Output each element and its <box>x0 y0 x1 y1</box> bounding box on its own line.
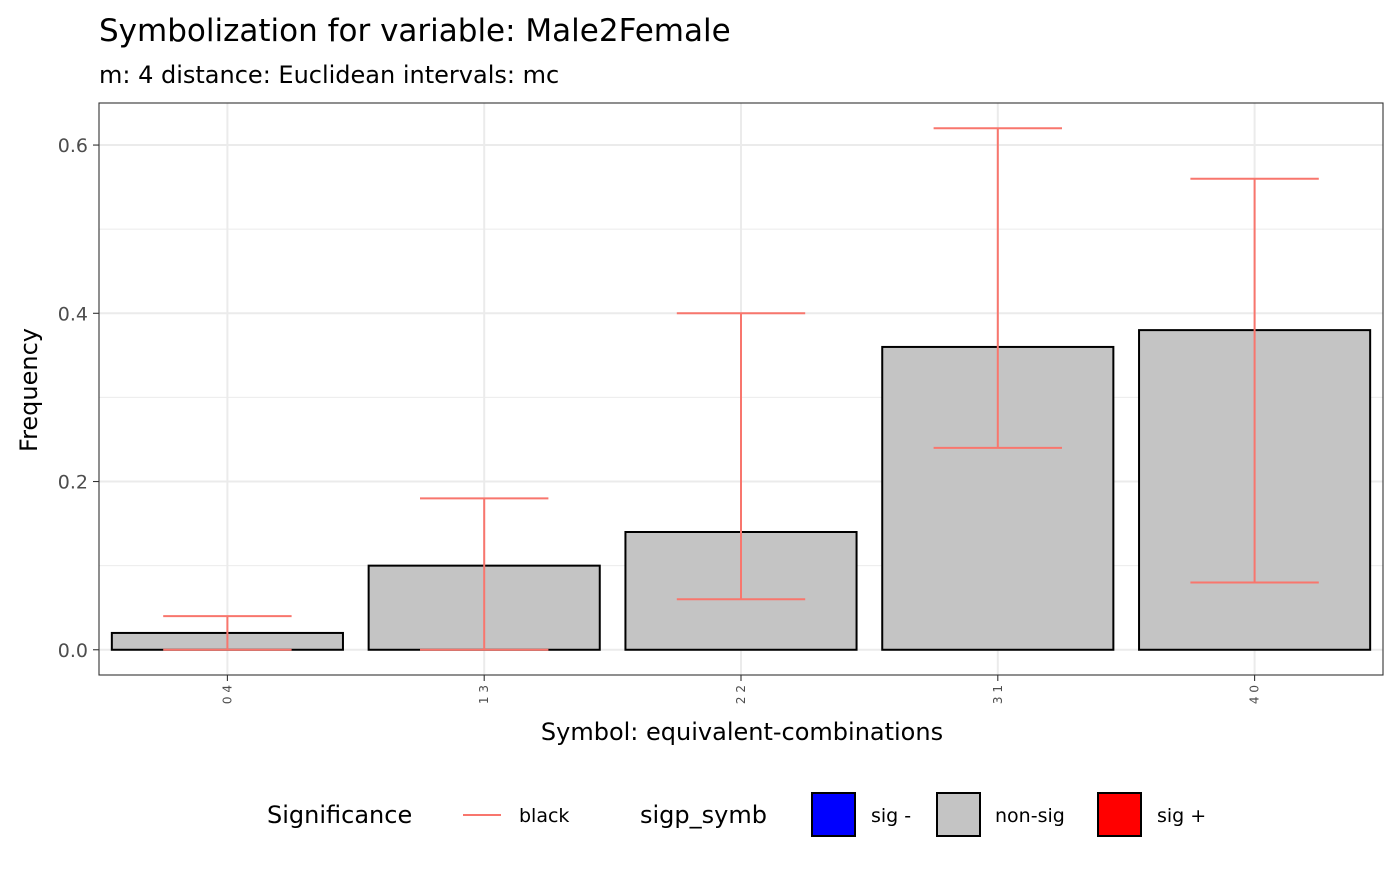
error-bars <box>163 127 1319 651</box>
y-axis: 0.0 0.2 0.4 0.6 <box>58 135 99 662</box>
legend-sigp-title: sigp_symb <box>640 801 767 829</box>
error-bar <box>676 312 806 601</box>
x-axis: 0 4 1 3 2 2 3 1 4 0 <box>220 675 1262 704</box>
x-tick-label: 2 2 <box>734 685 748 704</box>
error-bar <box>420 497 549 651</box>
legend-key-sig-plus <box>1097 792 1142 837</box>
y-tick-label: 0.6 <box>58 135 88 157</box>
legend-significance-title: Significance <box>267 801 412 829</box>
legend-key-sig-minus <box>811 792 856 837</box>
y-axis-title: Frequency <box>15 328 43 452</box>
x-tick-label: 4 0 <box>1248 685 1262 704</box>
legend-label-non-sig: non-sig <box>995 805 1065 827</box>
x-axis-title: Symbol: equivalent-combinations <box>541 718 943 746</box>
legend-key-non-sig <box>936 792 981 837</box>
plot-area: 0.0 0.2 0.4 0.6 0 4 1 3 2 2 3 1 4 0 <box>58 102 1384 704</box>
x-tick-label: 0 4 <box>220 685 234 704</box>
y-tick-label: 0.0 <box>58 640 88 662</box>
legend-label-sig-plus: sig + <box>1157 805 1206 827</box>
legend-significance-label: black <box>519 805 569 827</box>
x-tick-label: 3 1 <box>991 685 1005 704</box>
error-bar <box>163 615 292 651</box>
error-bar <box>1190 177 1319 584</box>
x-tick-label: 1 3 <box>477 685 491 704</box>
legend: Significance black sigp_symb sig - non-s… <box>267 792 1206 837</box>
chart-title: Symbolization for variable: Male2Female <box>99 13 731 49</box>
y-tick-label: 0.4 <box>58 303 88 325</box>
legend-label-sig-minus: sig - <box>871 805 911 827</box>
y-tick-label: 0.2 <box>58 472 88 494</box>
chart-subtitle: m: 4 distance: Euclidean intervals: mc <box>99 61 559 89</box>
error-bar <box>933 127 1062 449</box>
